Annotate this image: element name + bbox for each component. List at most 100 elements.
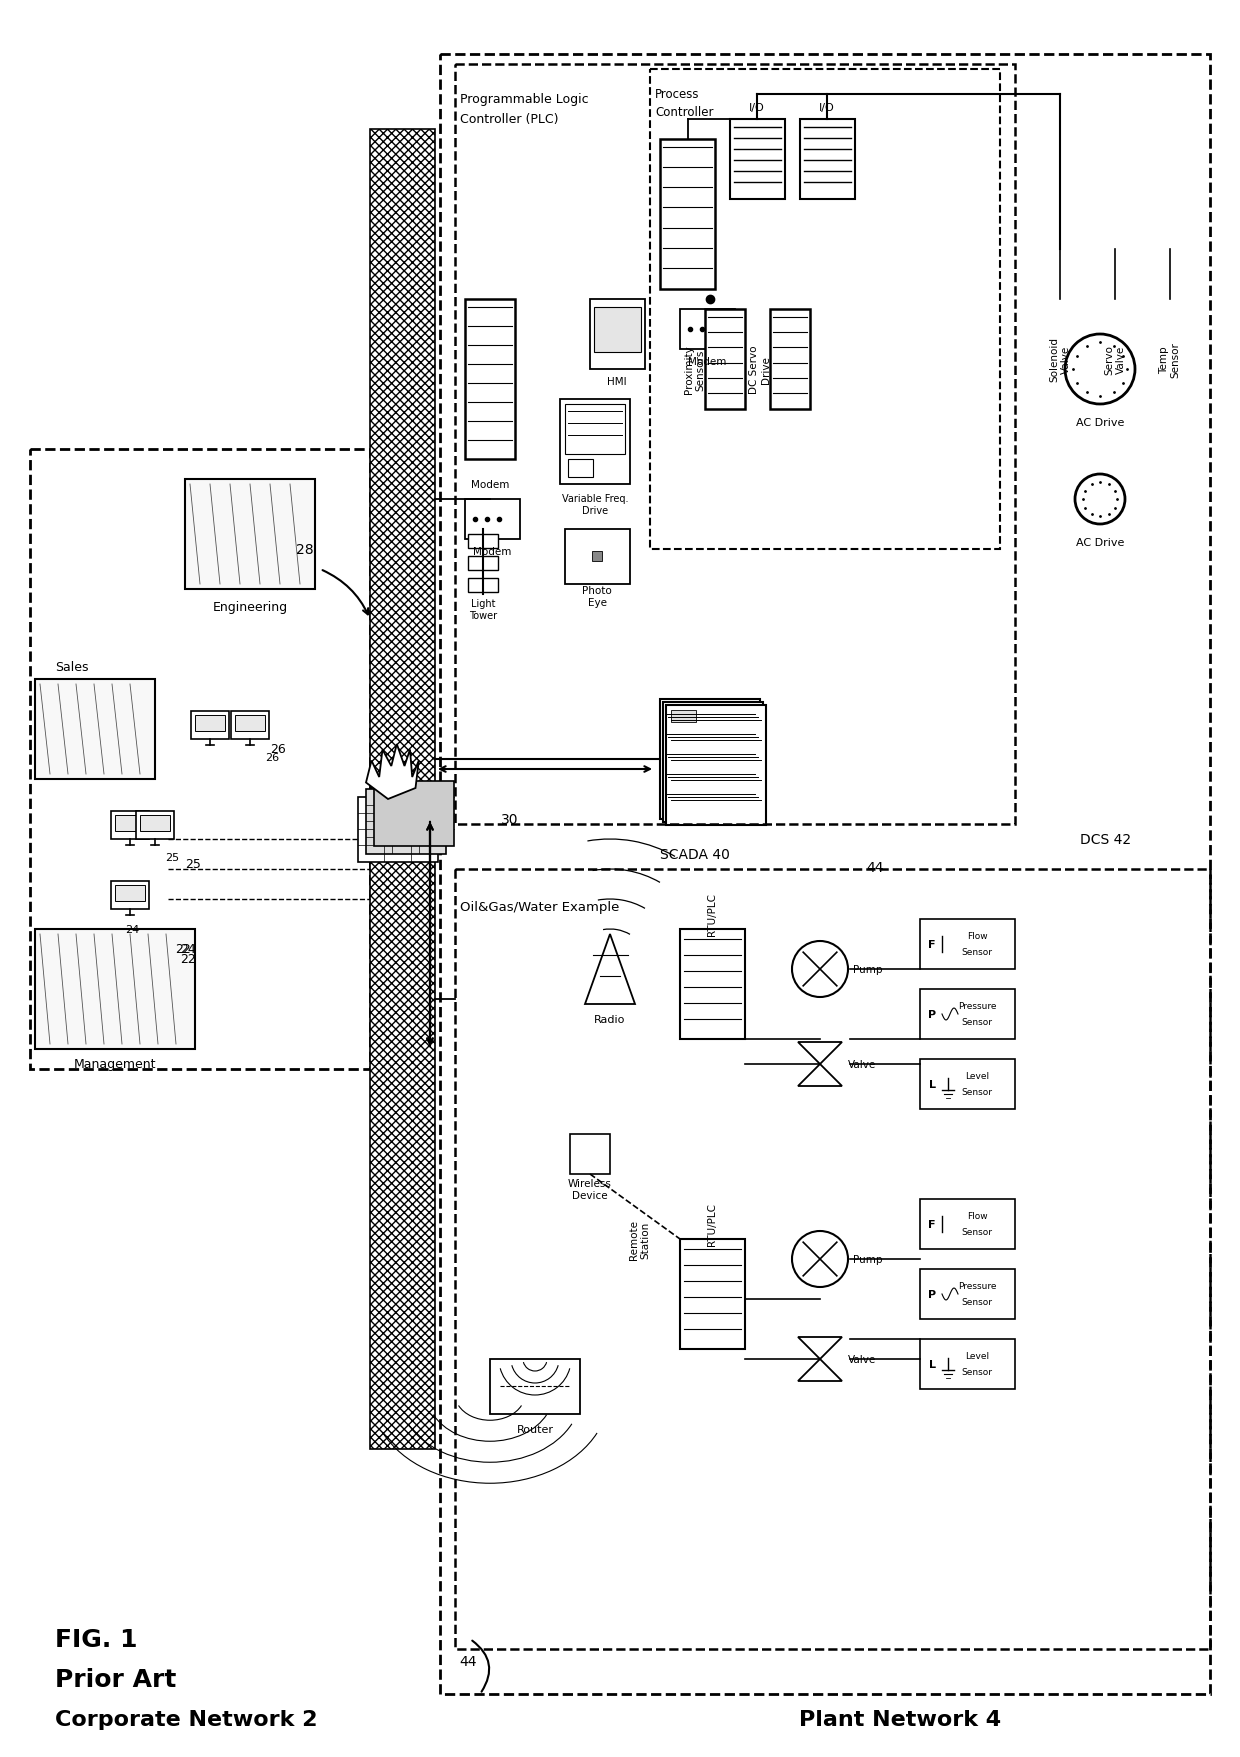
Text: Valve: Valve: [848, 1059, 877, 1070]
Text: Solenoid
Valve: Solenoid Valve: [1049, 337, 1071, 383]
Bar: [465, 499, 520, 539]
Bar: [185, 480, 315, 590]
Polygon shape: [799, 1360, 842, 1381]
Text: Management: Management: [73, 1058, 156, 1070]
Text: Corporate Network 2: Corporate Network 2: [55, 1710, 317, 1729]
Bar: [920, 989, 1016, 1040]
Text: I/O: I/O: [749, 104, 765, 112]
Text: L: L: [929, 1360, 935, 1369]
Text: HMI: HMI: [608, 376, 626, 387]
Text: 26: 26: [270, 743, 285, 756]
Bar: [374, 782, 454, 847]
Bar: [730, 119, 785, 200]
Bar: [920, 1339, 1016, 1390]
Text: Valve: Valve: [848, 1355, 877, 1363]
Text: RTU/PLC: RTU/PLC: [707, 1204, 717, 1246]
Text: Proximity
Sensors: Proximity Sensors: [684, 346, 706, 394]
Text: Remote
Station: Remote Station: [629, 1219, 651, 1260]
Bar: [680, 309, 735, 350]
Text: Controller (PLC): Controller (PLC): [460, 114, 558, 127]
Bar: [650, 70, 999, 550]
Bar: [358, 798, 438, 863]
Text: Wireless
Device: Wireless Device: [568, 1179, 611, 1200]
Text: 28: 28: [296, 543, 314, 557]
Text: I/O: I/O: [820, 104, 835, 112]
Text: Sensor: Sensor: [961, 1088, 992, 1096]
Text: Engineering: Engineering: [212, 601, 288, 615]
Bar: [591, 552, 601, 562]
Bar: [140, 815, 170, 831]
Text: Level: Level: [965, 1351, 990, 1360]
Bar: [680, 929, 745, 1040]
Bar: [35, 929, 195, 1049]
Text: Sensor: Sensor: [961, 1228, 992, 1237]
Text: Temp
Sensor: Temp Sensor: [1159, 343, 1180, 378]
Text: 30: 30: [501, 812, 518, 826]
Bar: [920, 1269, 1016, 1320]
Text: Flow: Flow: [967, 1212, 987, 1221]
Bar: [565, 404, 625, 455]
Bar: [666, 706, 766, 826]
Bar: [565, 529, 630, 585]
Polygon shape: [585, 935, 635, 1005]
Text: 24: 24: [180, 944, 196, 956]
Bar: [231, 712, 269, 740]
Text: Sensor: Sensor: [961, 1017, 992, 1026]
Circle shape: [1075, 474, 1125, 525]
Text: Pump: Pump: [853, 1254, 883, 1265]
Circle shape: [1065, 336, 1135, 404]
Text: Level: Level: [965, 1072, 990, 1081]
Bar: [568, 460, 593, 478]
Text: Radio: Radio: [594, 1014, 626, 1024]
Bar: [455, 65, 1016, 824]
Text: P: P: [928, 1290, 936, 1298]
Polygon shape: [799, 1065, 842, 1086]
Text: 25: 25: [165, 852, 179, 863]
Bar: [490, 1360, 580, 1414]
Bar: [560, 401, 630, 485]
Polygon shape: [799, 1042, 842, 1065]
Bar: [570, 1135, 610, 1174]
Text: 22: 22: [175, 944, 191, 956]
Polygon shape: [585, 1139, 598, 1170]
Bar: [660, 699, 760, 819]
Bar: [112, 882, 149, 910]
Bar: [590, 300, 645, 369]
Text: Modem: Modem: [688, 357, 727, 367]
Text: 44: 44: [459, 1653, 476, 1667]
Text: F: F: [929, 1219, 936, 1230]
Text: Process: Process: [655, 88, 699, 102]
Text: Modem: Modem: [471, 480, 510, 490]
Text: Light
Tower: Light Tower: [469, 599, 497, 620]
Text: Variable Freq.
Drive: Variable Freq. Drive: [562, 494, 629, 515]
Bar: [660, 141, 715, 290]
Polygon shape: [366, 745, 419, 799]
Bar: [112, 812, 149, 840]
Text: 24: 24: [125, 924, 139, 935]
Bar: [467, 534, 498, 548]
Bar: [800, 119, 856, 200]
Bar: [594, 307, 641, 353]
Text: Pump: Pump: [853, 965, 883, 975]
Text: Controller: Controller: [655, 107, 713, 119]
Bar: [455, 870, 1210, 1650]
Text: Router: Router: [517, 1425, 553, 1434]
Bar: [920, 1059, 1016, 1109]
Bar: [370, 130, 435, 1450]
Text: Sales: Sales: [55, 661, 88, 675]
Bar: [191, 712, 229, 740]
Text: Plant Network 4: Plant Network 4: [799, 1710, 1001, 1729]
Text: 22: 22: [180, 952, 196, 966]
Bar: [920, 1200, 1016, 1249]
Bar: [136, 812, 174, 840]
Bar: [668, 708, 693, 720]
Bar: [706, 309, 745, 409]
Text: Modem: Modem: [472, 546, 511, 557]
Bar: [663, 703, 763, 822]
Polygon shape: [799, 1337, 842, 1360]
Bar: [236, 715, 265, 731]
Text: P: P: [928, 1010, 936, 1019]
Text: SCADA 40: SCADA 40: [660, 847, 730, 861]
Text: Sensor: Sensor: [961, 1298, 992, 1307]
Bar: [366, 789, 446, 854]
